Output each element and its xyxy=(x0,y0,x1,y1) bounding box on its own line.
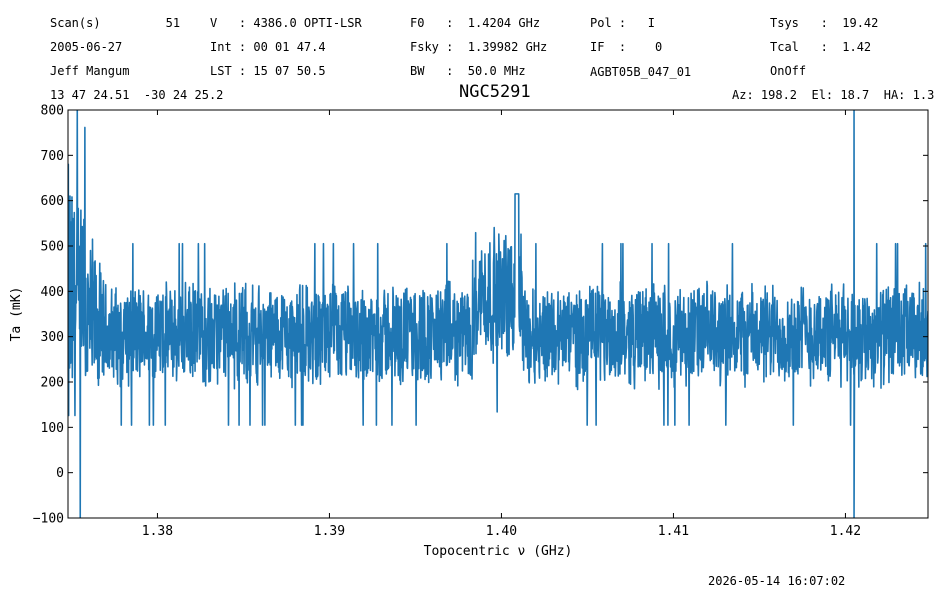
x-tick-label: 1.38 xyxy=(142,524,173,539)
y-tick-label: 100 xyxy=(41,421,64,436)
y-axis-ticks: −100 0 100 200 300 400 500 600 700 800 xyxy=(33,104,928,527)
header-col3-line2: Fsky : 1.39982 GHz xyxy=(410,40,548,54)
x-tick-label: 1.40 xyxy=(486,524,517,539)
chart-title: NGC5291 xyxy=(459,82,531,102)
header-col1-line3: Jeff Mangum xyxy=(50,64,130,78)
header-col2-line3: LST : 15 07 50.5 xyxy=(210,64,326,78)
x-tick-label: 1.39 xyxy=(314,524,345,539)
x-tick-label: 1.41 xyxy=(658,524,689,539)
x-axis-ticks: 1.38 1.39 1.40 1.41 1.42 xyxy=(142,110,861,539)
header-col1-line4: 13 47 24.51 -30 24 25.2 xyxy=(50,88,224,102)
header-col2-line2: Int : 00 01 47.4 xyxy=(210,40,326,54)
header-col3-line3: BW : 50.0 MHz xyxy=(410,64,526,78)
header-col1-line2: 2005-06-27 xyxy=(50,40,123,54)
header-col1-line1: Scan(s) 51 xyxy=(50,16,181,30)
az-el-readout: Az: 198.2 El: 18.7 HA: 1.3 xyxy=(732,88,935,102)
header-col4-line3: AGBT05B_047_01 xyxy=(590,65,692,79)
header-col4-line2: IF : 0 xyxy=(590,40,663,54)
y-tick-label: 600 xyxy=(41,194,64,209)
y-tick-label: 500 xyxy=(41,240,64,255)
spectrum-series-line xyxy=(68,110,928,518)
header-col2-line1: V : 4386.0 OPTI-LSR xyxy=(210,16,362,30)
y-tick-label: 300 xyxy=(41,330,64,345)
header-col5-line2: Tcal : 1.42 xyxy=(770,40,872,54)
y-tick-label: 700 xyxy=(41,149,64,164)
y-tick-label: −100 xyxy=(33,512,64,527)
header-col5-line3: OnOff xyxy=(770,64,807,78)
y-tick-label: 0 xyxy=(56,466,64,481)
y-tick-label: 400 xyxy=(41,285,64,300)
header-col4-line1: Pol : I xyxy=(590,16,656,30)
plot-frame xyxy=(67,109,929,519)
x-tick-label: 1.42 xyxy=(830,524,861,539)
y-tick-label: 200 xyxy=(41,376,64,391)
header-col3-line1: F0 : 1.4204 GHz xyxy=(410,16,541,30)
timestamp: 2026-05-14 16:07:02 xyxy=(708,574,846,588)
y-tick-label: 800 xyxy=(41,104,64,119)
y-axis-label: Ta (mK) xyxy=(9,287,24,342)
header-col5-line1: Tsys : 19.42 xyxy=(770,16,879,30)
spectrum-trace-layer xyxy=(68,110,928,518)
x-axis-label: Topocentric ν (GHz) xyxy=(424,544,573,559)
